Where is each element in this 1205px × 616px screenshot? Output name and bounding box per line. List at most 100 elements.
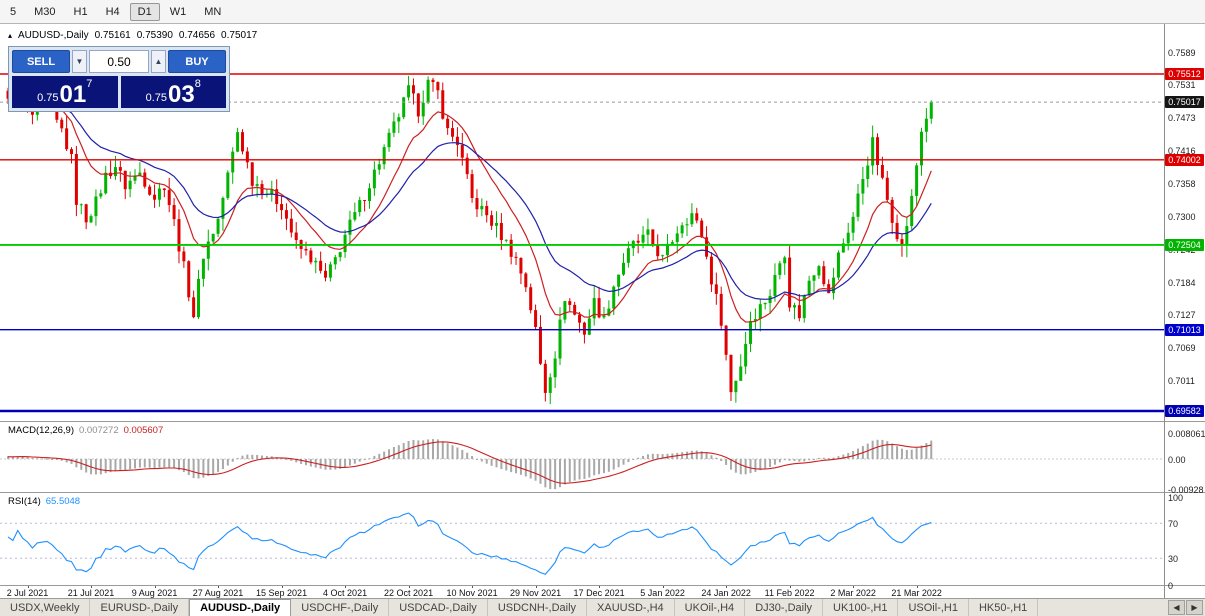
- tab-scroll-left-icon[interactable]: ◀: [1168, 600, 1185, 615]
- date-axis-label: 4 Oct 2021: [323, 588, 368, 598]
- resistance-level-badge: 0.74002: [1165, 153, 1204, 166]
- chart-tab-dj30-daily[interactable]: DJ30-,Daily: [745, 599, 824, 616]
- rsi-axis-label: 70: [1168, 519, 1179, 530]
- date-tick: [281, 585, 283, 588]
- date-axis-label: 27 Aug 2021: [192, 588, 244, 598]
- date-tick: [345, 585, 347, 588]
- chart-tab-hk50-h1[interactable]: HK50-,H1: [969, 599, 1039, 616]
- macd-indicator-label: MACD(12,26,9) 0.007272 0.005607: [8, 425, 163, 436]
- rsi-axis-label: 0: [1168, 580, 1174, 591]
- macd-axis-label: -0.00928: [1168, 484, 1204, 495]
- date-tick: [726, 585, 728, 588]
- chart-tab-uk100-h1[interactable]: UK100-,H1: [823, 599, 899, 616]
- volume-spinner-icon[interactable]: ▲: [151, 50, 166, 73]
- price-axis-label: 0.7416: [1168, 145, 1196, 156]
- timeframe-button-w1[interactable]: W1: [162, 3, 195, 21]
- date-axis-label: 5 Jan 2022: [640, 588, 685, 598]
- date-axis-label: 15 Sep 2021: [256, 588, 308, 598]
- date-tick: [535, 585, 537, 588]
- chart-tab-eurusd-daily[interactable]: EURUSD-,Daily: [90, 599, 190, 616]
- price-axis-label: 0.7589: [1168, 47, 1196, 58]
- timeframe-button-d1[interactable]: D1: [129, 2, 160, 21]
- chart-tab-ukoil-h4[interactable]: UKOil-,H4: [675, 599, 746, 616]
- chart-tab-usdx-weekly[interactable]: USDX,Weekly: [0, 599, 91, 616]
- date-tick: [789, 585, 791, 588]
- date-axis-label: 10 Nov 2021: [446, 588, 498, 598]
- date-tick: [599, 585, 601, 588]
- price-axis-label: 0.7011: [1168, 375, 1195, 386]
- date-axis-label: 24 Jan 2022: [701, 588, 751, 598]
- chart-tab-xauusd-h4[interactable]: XAUUSD-,H4: [587, 599, 675, 616]
- one-click-trading-panel: SELL ▼ ▲ BUY 0.75 01 7 0.75 03 8: [8, 46, 230, 112]
- date-tick: [472, 585, 474, 588]
- date-tick: [853, 585, 855, 588]
- price-axis-label: 0.7184: [1168, 277, 1196, 288]
- support-level-badge: 0.69582: [1165, 405, 1204, 417]
- panel-divider[interactable]: [0, 421, 1205, 422]
- macd-main-value: 0.007272: [79, 425, 119, 436]
- rsi-indicator-plot[interactable]: [0, 493, 1164, 585]
- chart-tab-usoil-h1[interactable]: USOil-,H1: [898, 599, 969, 616]
- chart-tab-usdchf-daily[interactable]: USDCHF-,Daily: [291, 599, 390, 616]
- chart-tab-audusd-daily[interactable]: AUDUSD-,Daily: [189, 599, 292, 616]
- macd-name: MACD(12,26,9): [8, 425, 74, 436]
- buy-button[interactable]: BUY: [168, 50, 226, 73]
- price-axis-label: 0.7069: [1168, 343, 1196, 354]
- sell-button[interactable]: SELL: [12, 50, 70, 73]
- volume-dropdown-icon[interactable]: ▼: [72, 50, 87, 73]
- date-tick: [662, 585, 664, 588]
- timeframe-button-mn[interactable]: MN: [196, 3, 229, 21]
- chart-tab-usdcnh-daily[interactable]: USDCNH-,Daily: [488, 599, 588, 616]
- date-axis-label: 2 Mar 2022: [830, 588, 876, 598]
- volume-input[interactable]: [89, 50, 149, 73]
- macd-indicator-plot[interactable]: [0, 422, 1164, 492]
- current-price-badge: 0.75017: [1165, 96, 1204, 109]
- timeframe-button-5[interactable]: 5: [2, 3, 24, 21]
- macd-signal-value: 0.005607: [123, 425, 164, 436]
- date-axis-label: 11 Feb 2022: [764, 588, 815, 598]
- chart-symbol-label: AUDUSD-,Daily: [18, 30, 89, 41]
- price-axis-label: 0.7300: [1168, 211, 1196, 222]
- date-axis-label: 21 Jul 2021: [67, 588, 115, 598]
- macd-axis-label: 0.008061: [1168, 428, 1205, 439]
- price-axis[interactable]: 0.7589 0.7531 0.7473 0.7416 0.7358 0.7300 0.72…: [1164, 0, 1205, 616]
- panel-divider: [0, 585, 1205, 586]
- ohlc-high-value: 0.75390: [136, 30, 173, 41]
- chart-tab-strip: USDX,Weekly EURUSD-,Daily AUDUSD-,Daily USD…: [0, 599, 1039, 616]
- timeframe-button-m30[interactable]: M30: [26, 3, 63, 21]
- ohlc-open-value: 0.75161: [94, 30, 131, 41]
- date-tick: [408, 585, 410, 588]
- date-tick: [27, 585, 29, 588]
- date-axis-label: 22 Oct 2021: [384, 588, 434, 598]
- sell-price-display[interactable]: 0.75 01 7: [12, 76, 118, 108]
- date-tick: [916, 585, 918, 588]
- price-axis-label: 0.7473: [1168, 113, 1196, 124]
- rsi-indicator-label: RSI(14) 65.5048: [8, 496, 80, 507]
- support-level-badge: 0.72504: [1165, 238, 1204, 251]
- date-axis[interactable]: 2 Jul 2021 21 Jul 2021 9 Aug 2021 27 Aug 20…: [0, 585, 1164, 598]
- date-tick: [154, 585, 156, 588]
- price-chart-plot[interactable]: [0, 24, 1164, 421]
- date-tick: [91, 585, 93, 588]
- tab-scroll-right-icon[interactable]: ▶: [1186, 600, 1203, 615]
- rsi-axis-label: 100: [1168, 493, 1184, 503]
- chart-tab-usdcad-daily[interactable]: USDCAD-,Daily: [389, 599, 488, 616]
- price-axis-label: 0.7358: [1168, 178, 1196, 189]
- chart-header: ▴ AUDUSD-,Daily 0.75161 0.75390 0.74656 …: [8, 30, 257, 41]
- timeframe-toolbar: 5 M30 H1 H4 D1 W1 MN: [0, 0, 1205, 24]
- ohlc-low-value: 0.74656: [178, 30, 216, 41]
- date-axis-label: 17 Dec 2021: [573, 588, 625, 598]
- price-axis-label: 0.7531: [1168, 80, 1196, 91]
- timeframe-button-h1[interactable]: H1: [66, 3, 96, 21]
- buy-price-prefix: 0.75: [145, 92, 168, 104]
- timeframe-button-h4[interactable]: H4: [98, 3, 128, 21]
- resistance-level-badge: 0.75512: [1165, 68, 1204, 80]
- collapse-trade-panel-icon[interactable]: ▴: [8, 31, 13, 40]
- rsi-value: 65.5048: [45, 496, 81, 507]
- date-tick: [218, 585, 220, 588]
- panel-divider[interactable]: [0, 492, 1205, 493]
- sell-price-pip-digit: 7: [86, 78, 93, 90]
- date-axis-label: 9 Aug 2021: [131, 588, 178, 598]
- buy-price-display[interactable]: 0.75 03 8: [120, 76, 226, 108]
